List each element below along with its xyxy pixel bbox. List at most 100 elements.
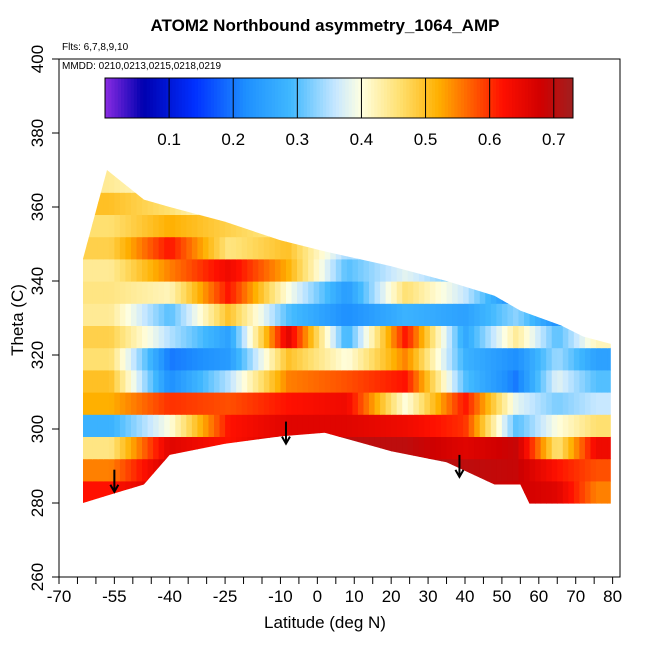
colorbar-segment bbox=[390, 78, 394, 118]
heatmap-cell bbox=[479, 369, 486, 393]
heatmap-cell bbox=[490, 214, 497, 238]
heatmap-cell bbox=[308, 192, 315, 215]
heatmap-cell bbox=[380, 281, 387, 304]
heatmap-cell bbox=[97, 436, 104, 460]
heatmap-cell bbox=[546, 480, 553, 504]
heatmap-cell bbox=[424, 392, 431, 415]
heatmap-cell bbox=[435, 480, 442, 504]
heatmap-cell bbox=[158, 347, 165, 371]
heatmap-cell bbox=[490, 369, 497, 393]
colorbar-segment bbox=[133, 78, 138, 118]
heatmap-cell bbox=[130, 192, 138, 215]
heatmap-cell bbox=[142, 192, 149, 215]
heatmap-cell bbox=[308, 303, 315, 326]
colorbar-segment bbox=[499, 78, 503, 118]
heatmap-cell bbox=[441, 281, 448, 304]
heatmap-cell bbox=[219, 458, 226, 482]
heatmap-cell bbox=[357, 436, 365, 460]
heatmap-cell bbox=[352, 214, 359, 238]
heatmap-cell bbox=[551, 369, 558, 393]
heatmap-cell bbox=[573, 480, 581, 504]
heatmap-cell bbox=[407, 325, 414, 349]
heatmap-cell bbox=[468, 325, 475, 349]
heatmap-cell bbox=[302, 414, 309, 437]
heatmap-cell bbox=[285, 303, 293, 326]
heatmap-cell bbox=[252, 392, 259, 415]
heatmap-cell bbox=[551, 436, 558, 460]
heatmap-cell bbox=[125, 369, 132, 393]
heatmap-cell bbox=[274, 303, 282, 326]
heatmap-cell bbox=[186, 347, 193, 371]
heatmap-cell bbox=[468, 192, 475, 215]
heatmap-cell bbox=[341, 436, 348, 460]
heatmap-cell bbox=[512, 436, 520, 460]
heatmap-band bbox=[83, 281, 611, 304]
heatmap-cell bbox=[452, 170, 459, 193]
heatmap-cell bbox=[429, 192, 437, 215]
heatmap-cell bbox=[230, 214, 237, 238]
heatmap-cell bbox=[103, 369, 110, 393]
heatmap-cell bbox=[418, 480, 425, 504]
heatmap-cell bbox=[607, 281, 611, 304]
heatmap-cell bbox=[285, 392, 293, 415]
colorbar-segment bbox=[383, 78, 388, 118]
heatmap-cell bbox=[551, 347, 558, 371]
heatmap-cell bbox=[291, 214, 298, 238]
heatmap-cell bbox=[225, 480, 232, 504]
colorbar-segment bbox=[521, 78, 526, 118]
heatmap-cell bbox=[357, 369, 365, 393]
heatmap-cell bbox=[474, 414, 481, 437]
colorbar-segment bbox=[364, 78, 369, 118]
heatmap-cell bbox=[590, 480, 597, 504]
heatmap-cell bbox=[363, 436, 370, 460]
heatmap-cell bbox=[452, 258, 459, 282]
heatmap-cell bbox=[197, 325, 204, 349]
tropopause-arrow bbox=[454, 454, 465, 479]
heatmap-cell bbox=[385, 436, 392, 460]
heatmap-cell bbox=[330, 436, 337, 460]
heatmap-cell bbox=[413, 414, 420, 437]
heatmap-cell bbox=[180, 392, 187, 415]
heatmap-cell bbox=[496, 258, 503, 282]
heatmap-cell bbox=[446, 458, 453, 482]
heatmap-cell bbox=[147, 170, 154, 193]
colorbar-segment bbox=[345, 78, 350, 118]
heatmap-cell bbox=[83, 369, 88, 393]
heatmap-cell bbox=[463, 214, 470, 238]
heatmap-cell bbox=[391, 480, 398, 504]
colorbar-segment bbox=[460, 78, 465, 118]
heatmap-cell bbox=[202, 281, 210, 304]
colorbar-segment bbox=[409, 78, 414, 118]
heatmap-cell bbox=[391, 392, 398, 415]
heatmap-cell bbox=[136, 325, 143, 349]
heatmap-cell bbox=[596, 325, 603, 349]
heatmap-cell bbox=[590, 236, 597, 260]
heatmap-cell bbox=[197, 480, 204, 504]
heatmap-cell bbox=[374, 414, 381, 437]
colorbar-segment bbox=[236, 78, 241, 118]
colorbar: 0.1 0.2 0.3 0.4 0.5 0.6 0.7 bbox=[104, 77, 574, 149]
heatmap-cell bbox=[308, 369, 315, 393]
heatmap-cell bbox=[147, 258, 154, 282]
heatmap-cell bbox=[136, 214, 143, 238]
heatmap-cell bbox=[92, 192, 99, 215]
heatmap-cell bbox=[92, 325, 99, 349]
heatmap-cell bbox=[540, 258, 547, 282]
colorbar-segment bbox=[246, 78, 250, 118]
heatmap-cell bbox=[357, 214, 365, 238]
heatmap-cell bbox=[479, 436, 486, 460]
heatmap-cell bbox=[219, 347, 226, 371]
colorbar-segment bbox=[204, 78, 209, 118]
colorbar-segment bbox=[560, 78, 564, 118]
heatmap-cell bbox=[446, 170, 453, 193]
heatmap-cell bbox=[529, 325, 536, 349]
heatmap-cell bbox=[524, 325, 531, 349]
heatmap-cell bbox=[225, 281, 232, 304]
heatmap-cell bbox=[92, 258, 99, 282]
x-tick-label: -70 bbox=[47, 587, 72, 606]
heatmap-cell bbox=[479, 325, 486, 349]
heatmap-cell bbox=[407, 392, 414, 415]
colorbar-segment bbox=[159, 78, 164, 118]
heatmap-cell bbox=[202, 369, 210, 393]
heatmap-cell bbox=[402, 192, 409, 215]
